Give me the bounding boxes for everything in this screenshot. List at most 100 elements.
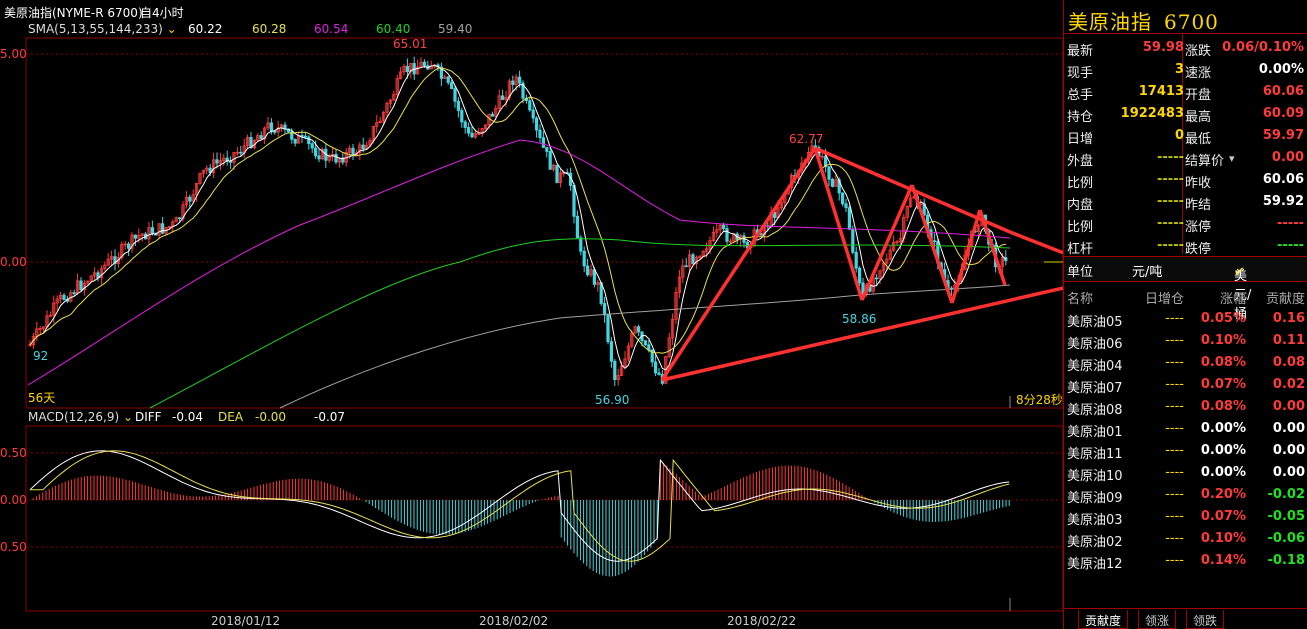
contract-row[interactable]: 美原油12 ---- 0.14% -0.18 (1064, 550, 1307, 572)
candle-body (490, 113, 495, 117)
candle-body (388, 99, 393, 104)
days-label: 56天 (28, 391, 55, 405)
candle-body (334, 153, 338, 163)
candle-body (630, 332, 634, 347)
contract-oi: ---- (1165, 399, 1184, 414)
date-label: 2018/01/12 (211, 614, 280, 628)
contract-row[interactable]: 美原油07 ---- 0.07% 0.02 (1064, 374, 1307, 396)
quote-label: 最低 (1185, 132, 1212, 147)
contract-row[interactable]: 美原油11 ---- 0.00% 0.00 (1064, 440, 1307, 462)
contract-row[interactable]: 美原油10 ---- 0.00% 0.00 (1064, 462, 1307, 484)
contract-row[interactable]: 美原油05 ---- 0.05% 0.16 (1064, 308, 1307, 330)
contract-contribution: 0.00 (1272, 465, 1305, 480)
col-name[interactable]: 名称 (1067, 292, 1094, 307)
contract-row[interactable]: 美原油06 ---- 0.10% 0.11 (1064, 330, 1307, 352)
candle-body (130, 234, 134, 249)
candle-body (847, 207, 852, 230)
dropdown-arrow-icon[interactable]: ▾ (1229, 152, 1235, 165)
symbol-title: 美原油指(NYME-R 6700) (4, 6, 143, 20)
candle-body (42, 326, 46, 329)
trendline (950, 209, 982, 304)
candle-body (55, 298, 59, 304)
contract-oi: ---- (1165, 487, 1184, 502)
macd-axis-label: 0.50 (0, 540, 27, 554)
trendline (1009, 230, 1063, 255)
contract-row[interactable]: 美原油09 ---- 0.20% -0.02 (1064, 484, 1307, 506)
candle-body (895, 241, 899, 244)
candle-body (460, 110, 464, 123)
candle-body (160, 223, 165, 234)
candle-body (167, 226, 171, 228)
contract-row[interactable]: 美原油01 ---- 0.00% 0.00 (1064, 418, 1307, 440)
date-label: 2018/02/22 (727, 614, 796, 628)
candle-body (851, 229, 855, 253)
candle-body (320, 148, 325, 160)
diff-value: -0.04 (172, 410, 204, 424)
macd-line (30, 450, 1010, 562)
macd-axis-label: 0.00 (0, 493, 27, 507)
sma13-value: 60.28 (252, 22, 287, 36)
candle-body (606, 314, 610, 343)
candle-body (535, 117, 539, 131)
candle-body (650, 349, 654, 363)
candle-body (728, 240, 733, 243)
candle-body (548, 151, 552, 170)
contract-oi: ---- (1165, 311, 1184, 326)
candle-body (133, 234, 137, 239)
candle-body (137, 235, 141, 239)
quote-value: ----- (1157, 194, 1184, 209)
tab-leaders-down[interactable]: 领跌 (1186, 610, 1225, 629)
contract-row[interactable]: 美原油08 ---- 0.08% 0.00 (1064, 396, 1307, 418)
candle-body (881, 262, 886, 272)
quote-label: 内盘 (1067, 198, 1094, 213)
tab-leaders-up[interactable]: 领涨 (1138, 610, 1177, 629)
trendline (860, 184, 914, 301)
panel-title: 美原油指 6700 (1068, 6, 1219, 35)
sma-label[interactable]: SMA(5,13,55,144,233) ⌄ (28, 22, 177, 36)
candle-body (500, 95, 505, 100)
contract-contribution: -0.05 (1267, 509, 1305, 524)
period-selector[interactable]: 自4小时 (140, 6, 184, 20)
candle-body (827, 166, 831, 180)
candle-body (898, 238, 903, 243)
candle-body (725, 228, 729, 242)
unit-yuan-option[interactable]: 元/吨 (1132, 265, 1163, 280)
sma-line (149, 238, 1011, 409)
quote-value: ----- (1157, 216, 1184, 231)
chart-grid (25, 37, 1063, 612)
col-contribution[interactable]: 贡献度 (1265, 292, 1305, 307)
trendline (978, 209, 1007, 286)
price-chart[interactable]: 5.00 0.00 0.50 0.00 0.50 65.01 62.77 58.… (0, 0, 1063, 629)
quote-label: 比例 (1067, 176, 1094, 191)
candle-body (157, 223, 161, 236)
sma-line (279, 284, 1011, 409)
candle-body (239, 151, 243, 154)
candle-body (715, 229, 719, 233)
macd-label[interactable]: MACD(12,26,9) ⌄ (28, 410, 134, 424)
contract-row[interactable]: 美原油04 ---- 0.08% 0.08 (1064, 352, 1307, 374)
contract-name: 美原油09 (1067, 491, 1123, 506)
quote-label: 跌停 (1185, 242, 1212, 257)
trendlines (660, 146, 1063, 382)
candle-body (59, 294, 63, 300)
peak-price-label: 62.77 (789, 132, 823, 146)
col-oi[interactable]: 日增仓 (1144, 292, 1184, 307)
quote-value: 0.00 (1271, 150, 1304, 165)
candle-body (290, 131, 294, 140)
col-change[interactable]: 涨幅 (1219, 292, 1246, 307)
trendline (660, 147, 817, 381)
contract-change: 0.20% (1200, 487, 1246, 502)
contract-oi: ---- (1165, 509, 1184, 524)
sma-legend: SMA(5,13,55,144,233) ⌄ 60.22 60.28 60.54… (0, 22, 1063, 38)
contract-contribution: -0.02 (1267, 487, 1305, 502)
quote-value: 0.06/0.10% (1222, 40, 1304, 55)
contract-name: 美原油03 (1067, 513, 1123, 528)
candle-body (110, 256, 114, 260)
contract-row[interactable]: 美原油03 ---- 0.07% -0.05 (1064, 506, 1307, 528)
contract-row[interactable]: 美原油02 ---- 0.10% -0.06 (1064, 528, 1307, 550)
candle-body (824, 155, 828, 168)
quote-value: 59.98 (1142, 40, 1184, 55)
contract-oi: ---- (1165, 443, 1184, 458)
tab-contribution[interactable]: 贡献度 (1078, 610, 1129, 629)
candle-body (72, 292, 76, 294)
